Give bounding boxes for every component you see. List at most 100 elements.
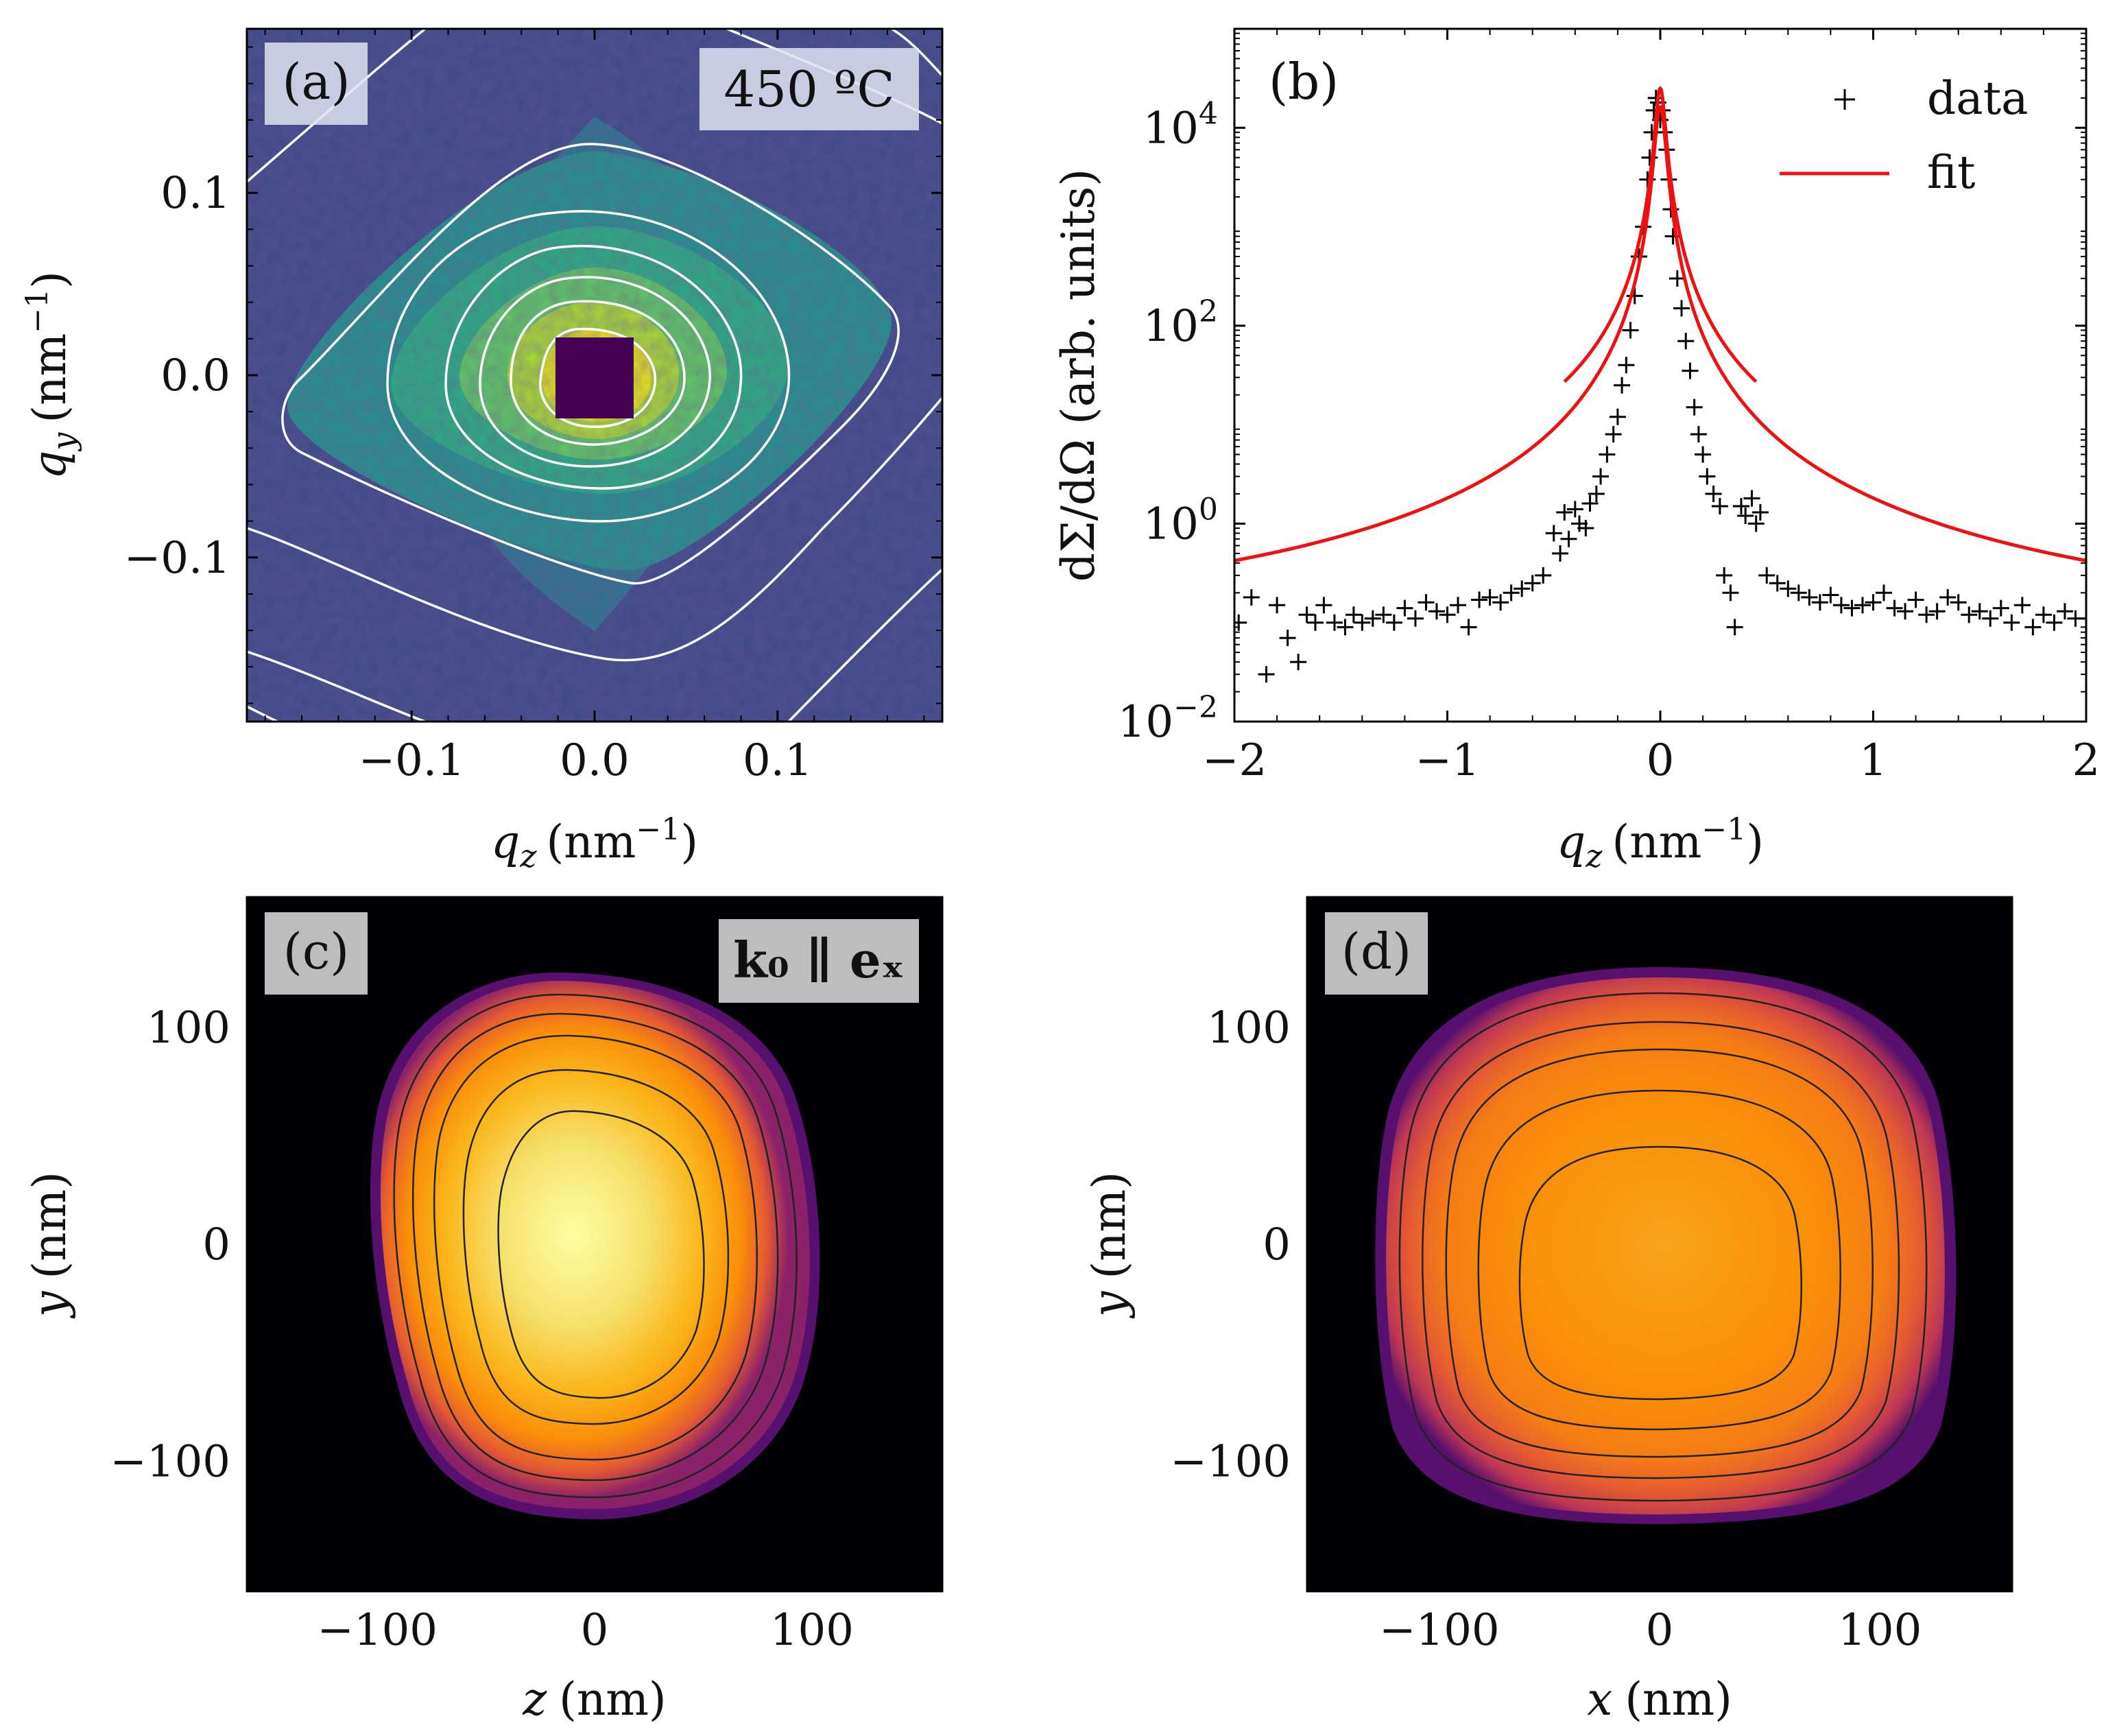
panel-c-label: (c) <box>283 923 350 980</box>
x-tick-label: 0.0 <box>560 735 630 786</box>
x-tick-label: 0 <box>1647 735 1675 786</box>
y-tick-label: 104 <box>1143 96 1218 154</box>
data-point <box>2046 614 2063 631</box>
data-point <box>1854 597 1871 614</box>
data-point <box>1581 495 1599 512</box>
data-point <box>1897 603 1914 620</box>
data-point <box>1876 584 1893 602</box>
y-tick-label: −100 <box>1170 1436 1291 1487</box>
panel-d-xlabel: x (nm) <box>1587 1673 1732 1726</box>
data-point <box>1599 446 1616 463</box>
data-point <box>1614 377 1631 394</box>
data-point <box>1337 619 1354 636</box>
x-tick-label: −100 <box>1379 1605 1500 1656</box>
data-point <box>1364 610 1381 627</box>
panel-c-ticks: −100 0 100 −100 0 100 <box>110 896 943 1656</box>
y-tick-label: 10−2 <box>1118 690 1218 748</box>
x-tick-label: 0 <box>1646 1605 1674 1656</box>
y-tick-label: 0.0 <box>160 350 230 401</box>
y-tick-exp: −2 <box>1173 690 1218 725</box>
data-point <box>1514 580 1531 597</box>
data-point <box>1722 584 1739 602</box>
data-point <box>1971 603 1988 620</box>
data-point <box>1843 599 1861 617</box>
data-point <box>1535 567 1552 584</box>
data-point <box>1279 630 1296 647</box>
legend-fit-label: fit <box>1927 146 1976 199</box>
data-point <box>2013 597 2031 614</box>
data-point <box>1716 567 1733 584</box>
data-point <box>1234 614 1247 631</box>
data-point <box>1737 508 1754 525</box>
data-point <box>1743 490 1760 507</box>
data-point <box>1939 588 1957 606</box>
x-tick-label: −100 <box>317 1605 438 1656</box>
data-point <box>1690 426 1707 443</box>
panel-a-ticks: −0.1 0.0 0.1 −0.1 0.0 0.1 <box>124 29 942 786</box>
y-tick-label: 0.1 <box>160 168 230 219</box>
data-point <box>1552 545 1569 562</box>
data-point <box>2078 610 2086 627</box>
panel-c-annotation-box <box>719 919 919 1003</box>
data-point <box>1428 603 1445 620</box>
data-point <box>1695 446 1712 463</box>
panel-c: (c) k₀ ∥ eₓ −100 0 100 −100 0 100 z (nm) y(nm) <box>23 896 944 1726</box>
y-tick-label: 102 <box>1143 294 1218 352</box>
panel-a-xlabel: qz (nm−1) <box>491 812 698 875</box>
panel-a-annotation-box <box>699 48 919 130</box>
legend-data-marker <box>1834 89 1855 110</box>
data-point <box>1982 610 1999 627</box>
panel-a-annotation: 450 ºC <box>723 60 894 118</box>
x-tick-label: 1 <box>1859 735 1887 786</box>
panel-a-label: (a) <box>282 53 350 110</box>
data-point <box>1354 614 1371 631</box>
panel-b-fit-line-inner <box>1563 86 1758 383</box>
panel-d-label: (d) <box>1341 923 1411 980</box>
data-point <box>1769 575 1786 592</box>
y-tick-label: 100 <box>147 1003 230 1054</box>
data-point <box>2024 619 2042 636</box>
data-point <box>1592 468 1610 485</box>
data-point <box>1747 515 1765 532</box>
data-point <box>1907 591 1924 608</box>
y-tick-label: 100 <box>1143 492 1218 549</box>
data-point <box>1811 594 1828 611</box>
y-tick-label: 0 <box>1263 1220 1291 1270</box>
data-point <box>1588 485 1605 502</box>
data-point <box>1556 503 1573 521</box>
panel-c-xlabel: z (nm) <box>522 1673 666 1726</box>
data-point <box>1961 606 1978 623</box>
panel-d-contours <box>1398 992 1928 1502</box>
panel-a-beamstop <box>555 337 634 418</box>
data-point <box>1418 594 1435 611</box>
data-point <box>1577 520 1594 537</box>
data-point <box>1780 580 1797 597</box>
panel-c-ylabel: y(nm) <box>23 1172 76 1319</box>
x-tick-label: 100 <box>770 1605 854 1656</box>
data-point <box>1605 426 1622 443</box>
panel-a-ylabel: qy(nm−1) <box>20 271 82 479</box>
data-point <box>2056 603 2073 620</box>
x-tick-label: 0 <box>581 1605 609 1656</box>
data-point <box>1326 614 1343 631</box>
data-point <box>1711 498 1728 515</box>
x-tick-label: −2 <box>1202 735 1267 786</box>
data-point <box>1801 588 1818 606</box>
x-tick-label: 2 <box>2072 735 2101 786</box>
y-tick-base: 10 <box>1143 103 1199 154</box>
data-point <box>1669 270 1686 287</box>
data-point <box>1673 300 1690 317</box>
data-point <box>1626 287 1643 305</box>
panel-c-label-box <box>265 912 368 995</box>
y-tick-exp: 2 <box>1199 294 1218 329</box>
panel-b-ylabel: dΣ/dΩ (arb. units) <box>1052 169 1105 582</box>
y-tick-exp: 4 <box>1199 96 1218 131</box>
data-point <box>1269 597 1286 614</box>
data-point <box>1758 567 1775 584</box>
data-point <box>1560 530 1577 547</box>
data-point <box>1832 597 1850 614</box>
data-point <box>1622 322 1639 339</box>
y-tick-base: 10 <box>1118 697 1173 748</box>
data-point <box>1407 610 1424 627</box>
